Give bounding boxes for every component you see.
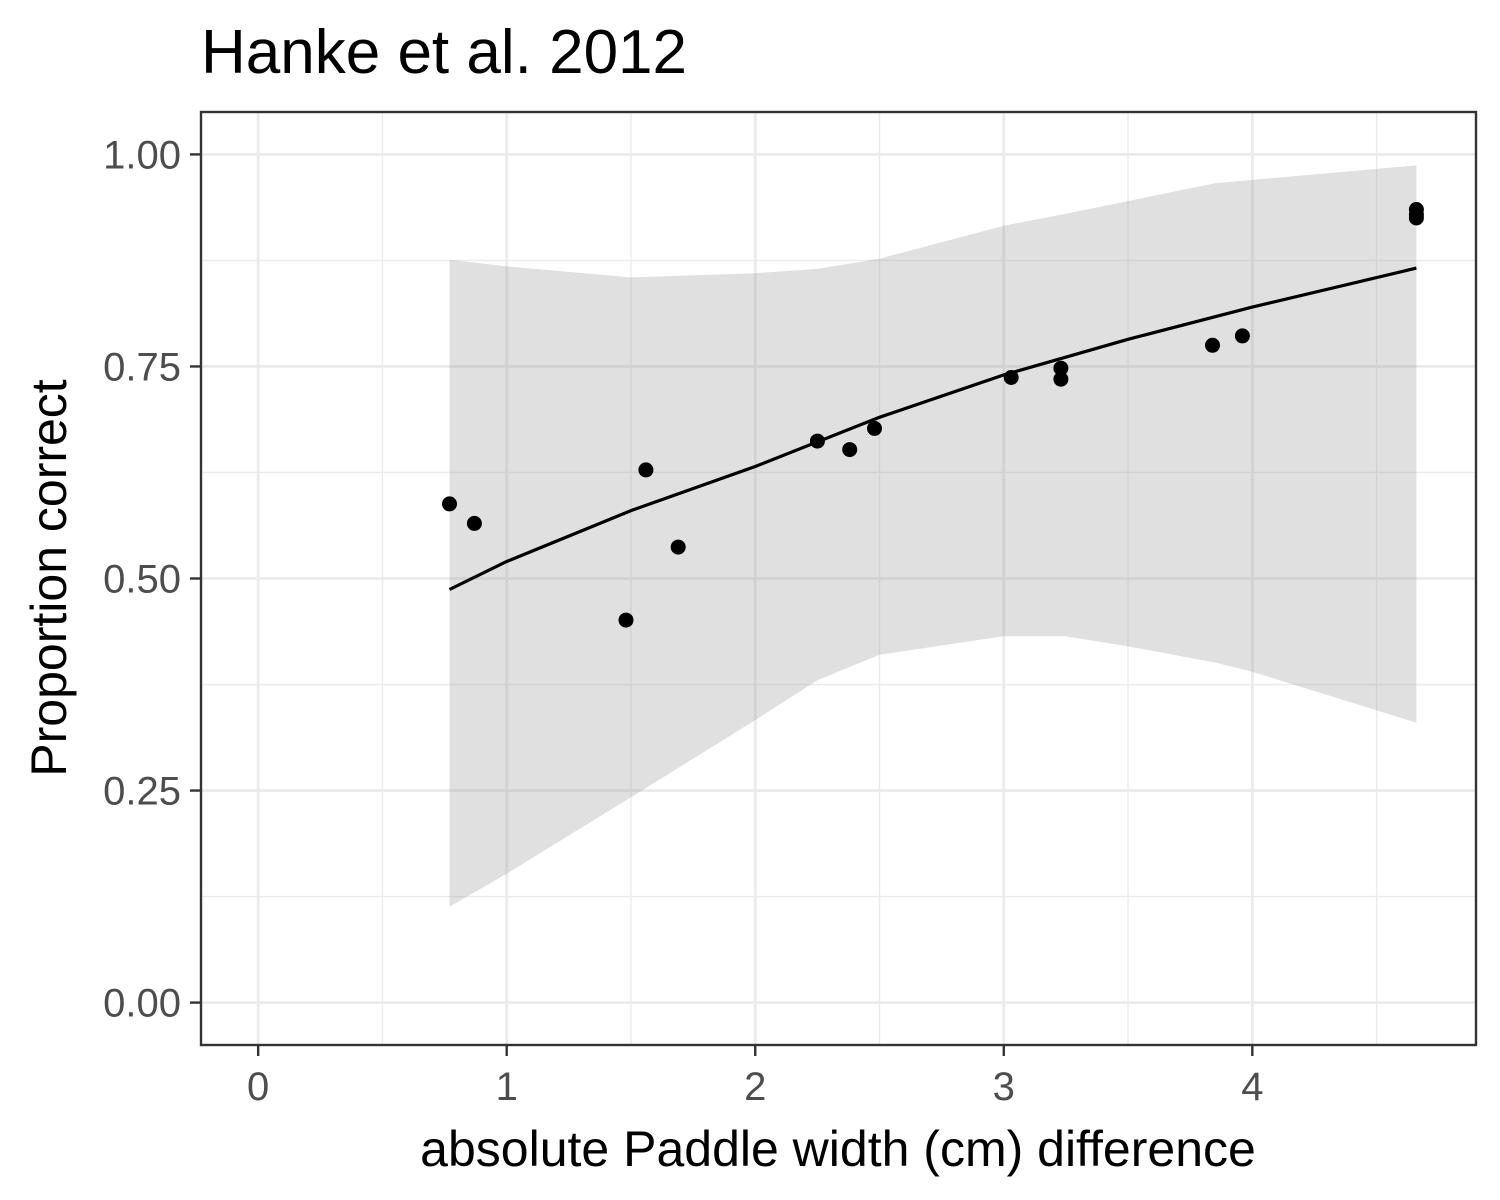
y-tick-label: 0.50 [103,558,181,602]
y-axis-title: Proportion correct [21,379,77,776]
data-point [842,442,858,458]
major-gridlines [201,112,1476,1045]
y-axis: 0.00 0.25 0.50 0.75 1.00 [103,133,201,1026]
x-tick-label: 2 [744,1065,766,1109]
y-tick-label: 1.00 [103,133,181,177]
x-tick-label: 0 [247,1065,269,1109]
data-point [442,496,457,512]
data-points [442,202,1424,628]
data-point [618,612,634,628]
data-point [670,539,686,555]
data-point [809,433,825,449]
chart-title: Hanke et al. 2012 [201,18,687,87]
data-point [1053,360,1069,376]
data-point [466,515,482,531]
x-axis-title: absolute Paddle width (cm) difference [420,1121,1256,1177]
x-tick-label: 4 [1241,1065,1263,1109]
data-point [1234,328,1250,344]
y-tick-label: 0.75 [103,345,181,389]
fit-line [448,266,1417,591]
x-axis: 0 1 2 3 4 [247,1045,1263,1109]
data-point [638,462,654,478]
fit-line-layer [448,266,1417,591]
x-tick-label: 1 [496,1065,518,1109]
x-tick-label: 3 [993,1065,1015,1109]
y-tick-label: 0.00 [103,982,181,1026]
data-point [867,420,882,436]
confidence-band [449,165,1417,907]
plot-panel [199,110,1478,1047]
data-point [1053,371,1069,387]
confidence-ribbon [449,165,1417,907]
data-point [1205,337,1220,353]
y-tick-label: 0.25 [103,770,181,814]
data-point [1003,370,1019,385]
data-point [1408,210,1424,226]
